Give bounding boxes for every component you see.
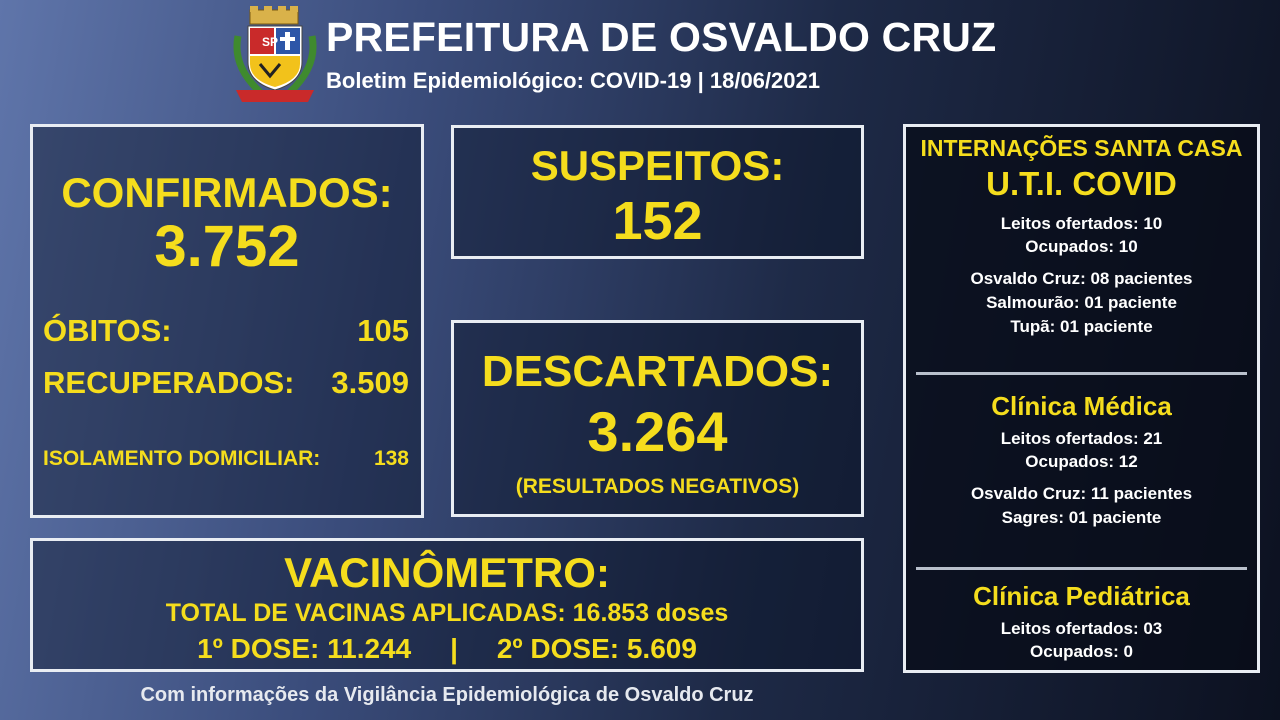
vaccination-panel: VACINÔMETRO: TOTAL DE VACINAS APLICADAS:…	[30, 538, 864, 672]
suspected-value: 152	[612, 191, 703, 251]
vaccination-doses: 1º DOSE: 11.244 | 2º DOSE: 5.609	[197, 633, 697, 664]
confirmed-value: 3.752	[154, 214, 300, 279]
icu-city-row: Tupã: 01 paciente	[1010, 317, 1153, 336]
icu-beds-occupied: Ocupados: 10	[1025, 237, 1138, 256]
icu-title: U.T.I. COVID	[986, 165, 1177, 202]
confirmed-cases-panel: CONFIRMADOS: 3.752 ÓBITOS: 105 RECUPERAD…	[30, 124, 424, 518]
recovered-value: 3.509	[331, 365, 409, 400]
home-isolation-label: ISOLAMENTO DOMICILIAR:	[43, 447, 321, 470]
medical-city-row: Sagres: 01 paciente	[1001, 508, 1162, 527]
icu-city-row: Osvaldo Cruz: 08 pacientes	[970, 269, 1193, 288]
deaths-value: 105	[357, 313, 409, 348]
city-coat-of-arms-icon: SP	[230, 6, 320, 106]
pediatric-clinic-title: Clínica Pediátrica	[973, 581, 1190, 611]
home-isolation-value: 138	[373, 447, 409, 470]
discarded-label: DESCARTADOS:	[481, 347, 834, 396]
vaccination-total: TOTAL DE VACINAS APLICADAS: 16.853 doses	[165, 599, 729, 627]
vaccination-label: VACINÔMETRO:	[284, 549, 610, 596]
suspected-label: SUSPEITOS:	[530, 142, 785, 189]
page-subtitle: Boletim Epidemiológico: COVID-19 | 18/06…	[326, 68, 820, 93]
discarded-value: 3.264	[587, 400, 728, 463]
deaths-label: ÓBITOS:	[43, 313, 172, 348]
section-divider	[916, 372, 1247, 375]
pediatric-beds-offered: Leitos ofertados: 03	[1000, 619, 1163, 638]
hospitalizations-heading: INTERNAÇÕES SANTA CASA	[920, 135, 1243, 161]
section-divider	[916, 567, 1247, 570]
suspected-cases-panel: SUSPEITOS: 152	[451, 125, 864, 259]
medical-city-row: Osvaldo Cruz: 11 pacientes	[970, 484, 1193, 503]
icu-beds-offered: Leitos ofertados: 10	[1000, 214, 1163, 233]
pediatric-beds-occupied: Ocupados: 0	[1030, 642, 1133, 661]
icu-city-row: Salmourão: 01 paciente	[986, 293, 1177, 312]
hospitalizations-panel: INTERNAÇÕES SANTA CASA U.T.I. COVID Leit…	[903, 124, 1260, 673]
confirmed-label: CONFIRMADOS:	[61, 169, 393, 216]
page-title: PREFEITURA DE OSVALDO CRUZ	[326, 14, 997, 60]
source-footer: Com informações da Vigilância Epidemioló…	[140, 684, 754, 706]
discarded-note: (RESULTADOS NEGATIVOS)	[515, 475, 800, 498]
medical-beds-occupied: Ocupados: 12	[1025, 452, 1138, 471]
medical-clinic-title: Clínica Médica	[991, 391, 1172, 421]
recovered-label: RECUPERADOS:	[43, 365, 295, 400]
medical-beds-offered: Leitos ofertados: 21	[1000, 429, 1163, 448]
svg-text:SP: SP	[262, 35, 278, 49]
discarded-cases-panel: DESCARTADOS: 3.264 (RESULTADOS NEGATIVOS…	[451, 320, 864, 517]
